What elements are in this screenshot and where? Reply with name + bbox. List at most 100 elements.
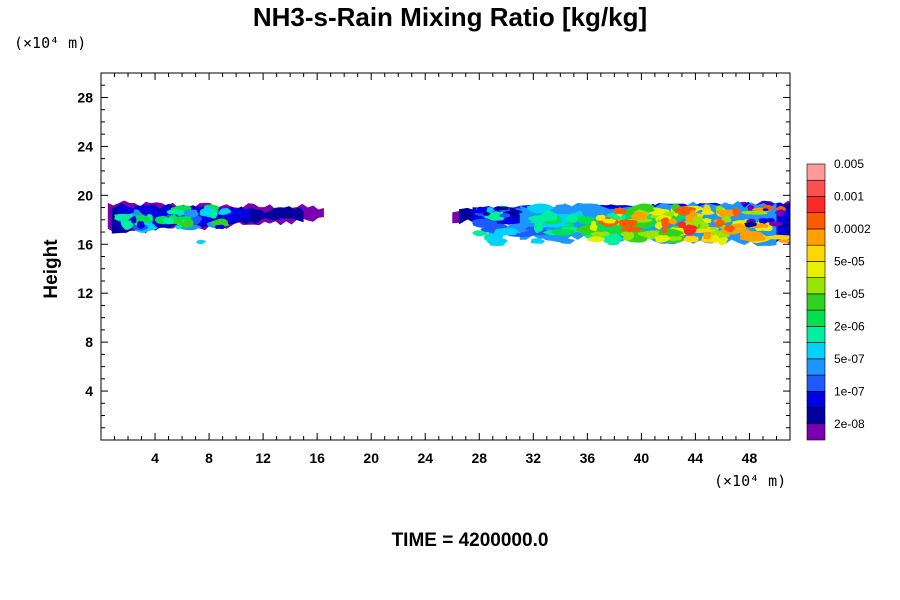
y-tick-label: 4 — [85, 383, 93, 399]
contour-cell — [689, 210, 698, 218]
colorbar-swatch — [806, 423, 826, 441]
contour-cell — [654, 221, 664, 230]
colorbar-swatch — [806, 179, 826, 197]
contour-cell — [691, 228, 716, 234]
contour-cell — [613, 207, 627, 215]
contour-cell — [137, 220, 145, 230]
contour-cell — [744, 221, 757, 228]
colorbar-label: 0.005 — [834, 157, 864, 171]
contour-cell — [716, 209, 735, 218]
colorbar-swatch — [806, 244, 826, 262]
contour-cell — [766, 234, 790, 240]
contour-cell — [601, 233, 624, 246]
contour-cell — [747, 204, 755, 211]
contour-cell — [778, 239, 790, 243]
y-tick-label: 20 — [77, 187, 93, 203]
contour-cell — [739, 227, 752, 240]
contour-cell — [714, 219, 725, 227]
contour-cell — [590, 231, 610, 238]
contour-cell — [619, 227, 643, 233]
contour-cell — [196, 239, 206, 245]
colorbar-label: 2e-08 — [834, 417, 865, 431]
contour-cell — [498, 213, 511, 218]
colorbar-swatch — [806, 390, 826, 408]
x-tick-label: 12 — [255, 450, 271, 466]
x-axis-unit: (×10⁴ m) — [714, 472, 787, 490]
colorbar-label: 0.0002 — [834, 222, 871, 236]
colorbar-label: 1e-05 — [834, 287, 865, 301]
x-tick-label: 40 — [634, 450, 650, 466]
x-tick-label: 28 — [471, 450, 487, 466]
contour-cell — [700, 210, 715, 215]
contour-cell — [566, 214, 578, 223]
colorbar-label: 2e-06 — [834, 319, 865, 333]
y-tick-label: 24 — [77, 138, 93, 154]
contour-cell — [589, 220, 598, 232]
contour-cell — [179, 220, 194, 228]
colorbar-swatch — [806, 228, 826, 246]
contour-cell — [138, 204, 149, 215]
contour-cell — [692, 216, 704, 225]
colorbar-swatch — [806, 407, 826, 425]
contour-cell — [219, 207, 232, 215]
y-tick-label: 8 — [85, 334, 93, 350]
contour-fields — [107, 200, 790, 247]
contour-cell — [703, 231, 712, 240]
contour-cell — [683, 235, 699, 243]
contour-cell — [215, 224, 227, 230]
colorbar-swatch — [806, 309, 826, 327]
y-tick-label: 12 — [77, 285, 93, 301]
contour-cell — [493, 206, 510, 211]
contour-cell — [476, 206, 488, 214]
contour-cell — [654, 235, 671, 243]
x-tick-label: 36 — [580, 450, 596, 466]
contour-cell — [758, 218, 769, 224]
colorbar: 2e-08 1e-07 5e-07 2e-06 1e-05 5e-05 0.0002 0.00… — [806, 157, 871, 441]
x-tick-label: 32 — [526, 450, 542, 466]
contour-cell — [676, 221, 687, 228]
contour-cell — [162, 217, 175, 225]
contour-cell — [530, 237, 545, 244]
x-axis: 4 8 12 16 20 24 28 32 36 40 44 48 — [114, 73, 777, 466]
contour-cell — [166, 209, 184, 215]
contour-cell — [766, 217, 776, 223]
colorbar-label: 5e-05 — [834, 254, 865, 268]
contour-cell — [661, 227, 668, 234]
contour-cell — [120, 219, 134, 230]
y-axis: 4 8 12 16 20 24 28 — [77, 84, 790, 429]
colorbar-swatch — [806, 163, 826, 181]
contour-cell — [762, 208, 769, 211]
contour-cell — [183, 209, 199, 218]
contour-cell — [506, 223, 529, 229]
colorbar-swatch — [806, 358, 826, 376]
x-tick-label: 4 — [151, 450, 159, 466]
y-tick-label: 16 — [77, 236, 93, 252]
contour-cell — [198, 216, 214, 224]
contour-cell — [486, 237, 508, 247]
contour-cell — [465, 210, 473, 215]
contour-cell — [723, 225, 736, 233]
colorbar-swatch — [806, 342, 826, 360]
contour-cell — [618, 219, 638, 228]
contour-cell — [551, 229, 575, 236]
x-tick-label: 44 — [688, 450, 704, 466]
plot-frame — [100, 72, 791, 441]
contour-cell — [741, 210, 770, 215]
contour-cell — [768, 221, 783, 227]
contour-cell — [586, 236, 605, 243]
y-tick-label: 28 — [77, 89, 93, 105]
contour-cell — [602, 218, 617, 224]
contour-cell — [595, 214, 606, 221]
colorbar-swatch — [806, 326, 826, 343]
contour-cell — [493, 227, 519, 237]
contour-cell — [666, 236, 682, 242]
contour-cell — [557, 238, 575, 244]
contour-cell — [533, 221, 543, 234]
contour-cell — [114, 213, 134, 222]
contour-cell — [472, 230, 488, 237]
time-label: TIME = 4200000.0 — [391, 530, 549, 551]
contour-cell — [116, 206, 135, 215]
colorbar-label: 5e-07 — [834, 352, 865, 366]
contour-cell — [209, 209, 218, 219]
